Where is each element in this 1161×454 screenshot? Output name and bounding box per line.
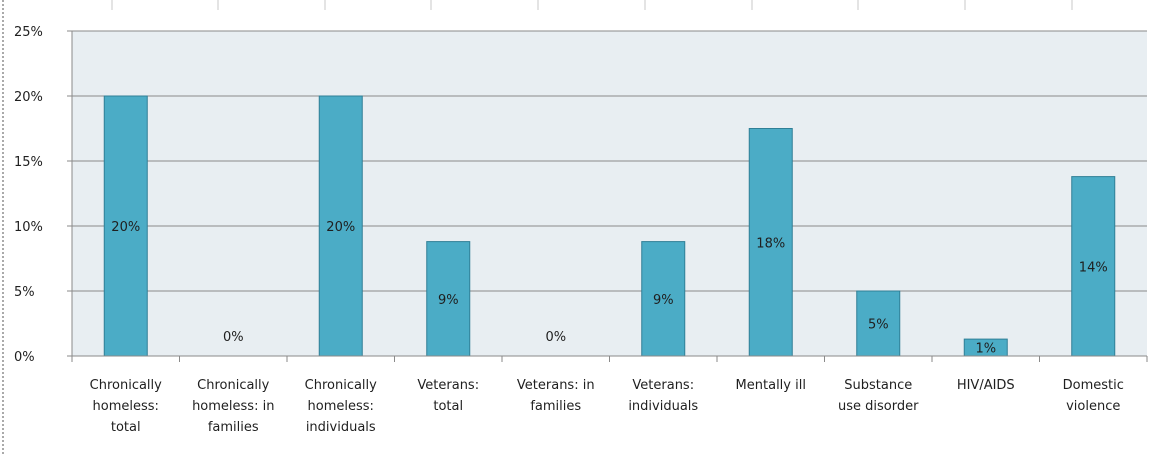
- y-tick-label: 20%: [14, 90, 43, 105]
- x-category-label-line: homeless: in: [192, 399, 274, 414]
- x-category-label-line: HIV/AIDS: [957, 378, 1015, 393]
- y-axis-tick-labels: 0% 5% 10% 15% 20% 25%: [14, 25, 43, 365]
- x-category-label-line: families: [530, 399, 581, 414]
- y-tick-label: 15%: [14, 155, 43, 170]
- data-label: 20%: [326, 220, 355, 235]
- x-category-label: Veterans: individuals: [628, 378, 698, 414]
- x-category-label: Mentally ill: [736, 378, 806, 393]
- bar: [748, 128, 793, 357]
- y-tick-label: 5%: [14, 285, 35, 300]
- x-axis-category-labels: Chronically homeless: total Chronically home…: [90, 378, 1124, 435]
- data-label: 18%: [756, 236, 785, 251]
- data-label: 0%: [545, 330, 566, 345]
- bars: [103, 95, 1116, 357]
- x-category-label-line: Chronically: [197, 378, 270, 393]
- x-category-label-line: total: [433, 399, 463, 414]
- data-label: 9%: [438, 293, 459, 308]
- data-label: 0%: [223, 330, 244, 345]
- x-category-label: HIV/AIDS: [957, 378, 1015, 393]
- x-category-label: Substance use disorder: [838, 378, 919, 414]
- x-category-label-line: individuals: [306, 420, 376, 435]
- x-category-label: Veterans: in families: [517, 378, 595, 414]
- x-category-label: Chronically homeless: individuals: [305, 378, 378, 435]
- gridlines: [67, 30, 1147, 357]
- x-category-label-line: Chronically: [305, 378, 378, 393]
- x-category-label-line: Mentally ill: [736, 378, 806, 393]
- data-label: 1%: [975, 342, 996, 357]
- x-category-label-line: Domestic: [1063, 378, 1124, 393]
- x-category-label-line: individuals: [628, 399, 698, 414]
- x-category-label: Veterans: total: [417, 378, 479, 414]
- bar: [641, 241, 686, 357]
- x-category-label: Domestic violence: [1063, 378, 1124, 414]
- data-label: 9%: [653, 293, 674, 308]
- x-category-label-line: families: [208, 420, 259, 435]
- y-tick-label: 25%: [14, 25, 43, 40]
- x-category-label-line: Veterans: in: [517, 378, 595, 393]
- bar: [426, 241, 471, 357]
- x-category-label-line: homeless:: [93, 399, 159, 414]
- top-spreadsheet-gridlines: [111, 0, 1073, 10]
- x-axis: [71, 355, 1148, 362]
- data-labels: 20% 0% 20% 9% 0% 9% 18% 5% 1% 14%: [111, 220, 1107, 357]
- x-category-label-line: Veterans:: [417, 378, 479, 393]
- x-category-label: Chronically homeless: total: [90, 378, 163, 435]
- x-category-label-line: use disorder: [838, 399, 919, 414]
- y-tick-label: 0%: [14, 350, 35, 365]
- x-category-label-line: violence: [1066, 399, 1120, 414]
- data-label: 20%: [111, 220, 140, 235]
- x-category-label: Chronically homeless: in families: [192, 378, 274, 435]
- plot-area: [72, 31, 1147, 356]
- bar: [856, 290, 901, 357]
- data-label: 5%: [868, 318, 889, 333]
- y-tick-label: 10%: [14, 220, 43, 235]
- x-category-label-line: homeless:: [308, 399, 374, 414]
- x-category-label-line: Chronically: [90, 378, 163, 393]
- bar: [1071, 176, 1116, 357]
- x-category-label-line: Veterans:: [632, 378, 694, 393]
- x-category-label-line: total: [111, 420, 141, 435]
- x-category-label-line: Substance: [844, 378, 912, 393]
- data-label: 14%: [1079, 260, 1108, 275]
